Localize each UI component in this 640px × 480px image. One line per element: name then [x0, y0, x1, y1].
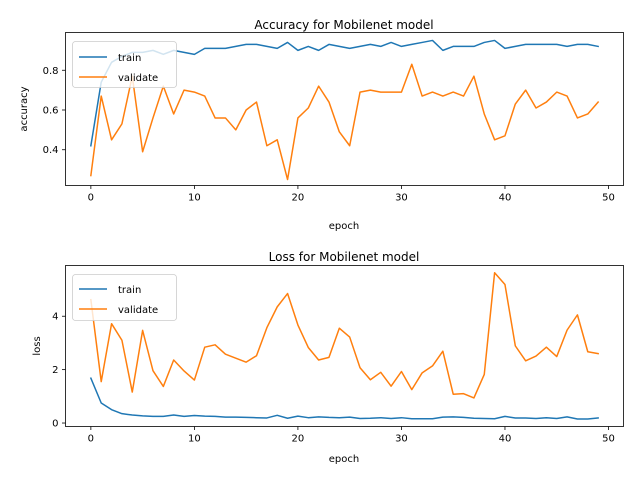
- loss-validate-line: [90, 271, 600, 399]
- loss-xlabel: epoch: [329, 454, 359, 465]
- loss-legend: train validate: [72, 274, 177, 321]
- loss-xtick-label: 10: [188, 434, 201, 445]
- accuracy-ytick-label: 0.6: [43, 105, 59, 116]
- accuracy-xtick-label: 40: [499, 193, 512, 204]
- loss-legend-train-label: train: [118, 285, 141, 296]
- loss-axes-frame: [65, 265, 624, 427]
- accuracy-xlabel: epoch: [329, 221, 359, 232]
- accuracy-validate-line: [90, 63, 600, 181]
- loss-xtick-label: 40: [499, 434, 512, 445]
- loss-ylabel: loss: [32, 336, 43, 355]
- loss-xtick-label: 30: [395, 434, 408, 445]
- accuracy-xtick-label: 10: [188, 193, 201, 204]
- accuracy-legend-validate-label: validate: [118, 73, 158, 84]
- accuracy-xtick-label: 50: [602, 193, 615, 204]
- accuracy-ytick-label: 0.4: [43, 145, 59, 156]
- loss-ticks: 0 10 20 30 40 50 0 2 4: [52, 312, 615, 445]
- accuracy-ticks: 0 10 20 30 40 50 0.4 0.6 0.8: [43, 66, 615, 204]
- loss-chart-title: Loss for Mobilenet model: [269, 250, 420, 264]
- accuracy-xtick-label: 0: [88, 193, 94, 204]
- accuracy-xtick-label: 30: [395, 193, 408, 204]
- accuracy-legend-train-label: train: [118, 53, 141, 64]
- loss-ytick-label: 4: [52, 312, 58, 323]
- loss-ytick-label: 2: [52, 365, 58, 376]
- loss-xtick-label: 20: [292, 434, 305, 445]
- accuracy-ytick-label: 0.8: [43, 66, 59, 77]
- loss-lines: [89, 271, 600, 420]
- loss-chart: Loss for Mobilenet model 0 10 20 30 40 50024 …: [32, 250, 624, 465]
- accuracy-legend-box: [72, 41, 177, 88]
- accuracy-ylabel: accuracy: [19, 86, 30, 131]
- loss-ytick-label: 0: [52, 419, 58, 430]
- loss-xtick-label: 50: [602, 434, 615, 445]
- accuracy-legend: train validate: [72, 41, 177, 88]
- loss-xtick-label: 0: [88, 434, 94, 445]
- accuracy-axes-frame: [65, 32, 624, 186]
- accuracy-chart-title: Accuracy for Mobilenet model: [254, 18, 433, 32]
- accuracy-chart: Accuracy for Mobilenet model 0 10 20 30 40 50…: [19, 18, 624, 232]
- loss-train-line: [89, 377, 599, 420]
- accuracy-xtick-label: 20: [292, 193, 305, 204]
- loss-legend-validate-label: validate: [118, 305, 158, 316]
